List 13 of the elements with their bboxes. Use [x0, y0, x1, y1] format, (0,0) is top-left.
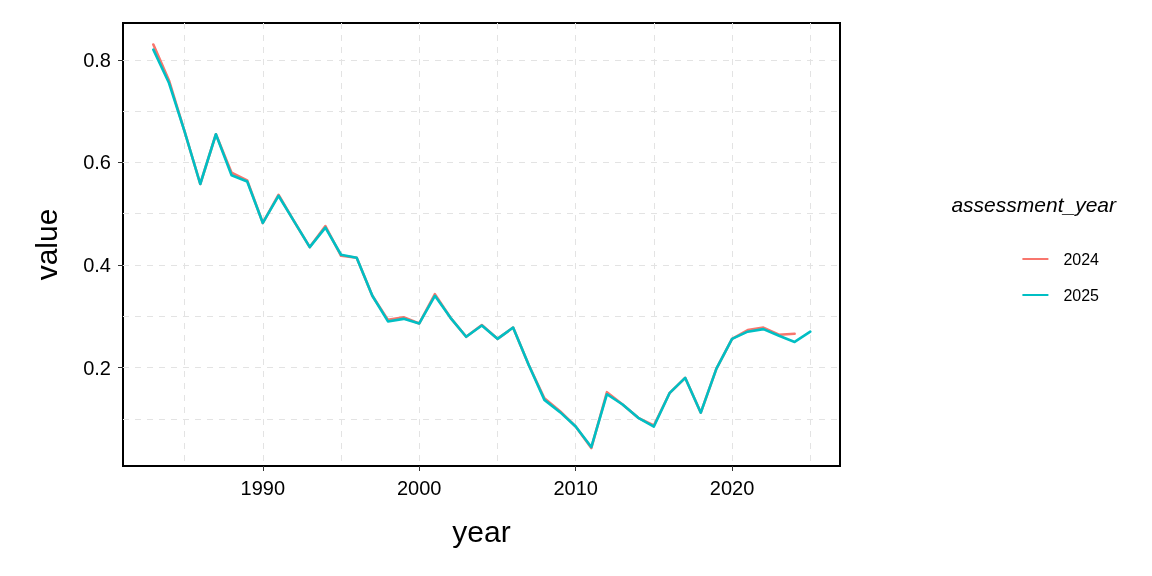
- x-tick-label: 2020: [709, 477, 755, 499]
- legend-label: 2025: [1063, 286, 1100, 304]
- legend-title: assessment_year: [951, 193, 1118, 216]
- x-tick-label: 1990: [240, 477, 286, 499]
- x-tick-label: 2010: [553, 477, 598, 499]
- y-tick-label: 0.4: [83, 254, 111, 277]
- legend-label: 2024: [1063, 250, 1100, 268]
- y-tick-label: 0.8: [83, 48, 111, 71]
- y-axis-title: value: [29, 208, 63, 281]
- y-tick-label: 0.2: [83, 356, 111, 379]
- x-tick-label: 2000: [397, 477, 442, 499]
- y-tick-label: 0.6: [83, 151, 111, 174]
- x-axis-title: year: [452, 514, 511, 548]
